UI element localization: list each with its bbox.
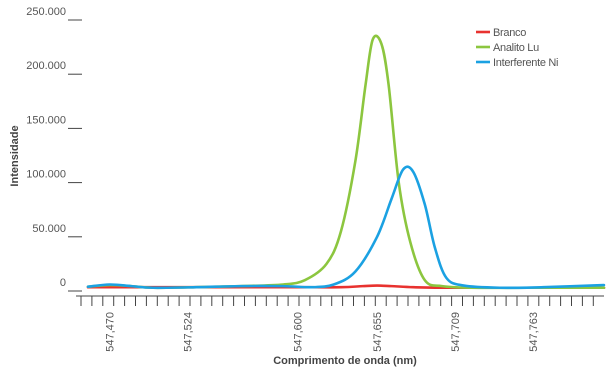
- x-tick-label: 547,763: [528, 312, 540, 352]
- y-tick-label: 100.000: [26, 169, 66, 181]
- x-tick-label: 547,524: [183, 312, 195, 352]
- series-line-interferente-ni: [88, 167, 604, 288]
- legend-label: Analito Lu: [493, 42, 539, 54]
- x-axis-ticks: 547,470 547,524 547,600 547,655 547,709 547,7…: [81, 296, 593, 352]
- y-tick-label: 50.000: [32, 223, 66, 235]
- series-line-analito-lu: [88, 36, 604, 288]
- series-lines: [88, 36, 604, 288]
- y-axis-ticks: 0 50.000 100.000 150.000 200.000 250.000: [26, 6, 82, 291]
- legend: Branco Analito Lu Interferente Ni: [476, 27, 558, 69]
- x-tick-label: 547,655: [372, 312, 384, 352]
- y-tick-label: 200.000: [26, 60, 66, 72]
- legend-label: Interferente Ni: [493, 57, 558, 69]
- y-tick-label: 250.000: [26, 6, 66, 18]
- y-axis-title: Intensidade: [9, 125, 21, 186]
- x-tick-label: 547,709: [450, 312, 462, 352]
- y-tick-label: 0: [60, 277, 66, 289]
- x-axis-title: Comprimento de onda (nm): [273, 355, 417, 367]
- y-tick-label: 150.000: [26, 114, 66, 126]
- legend-label: Branco: [493, 27, 526, 39]
- x-tick-label: 547,600: [293, 312, 305, 352]
- x-tick-label: 547,470: [105, 312, 117, 352]
